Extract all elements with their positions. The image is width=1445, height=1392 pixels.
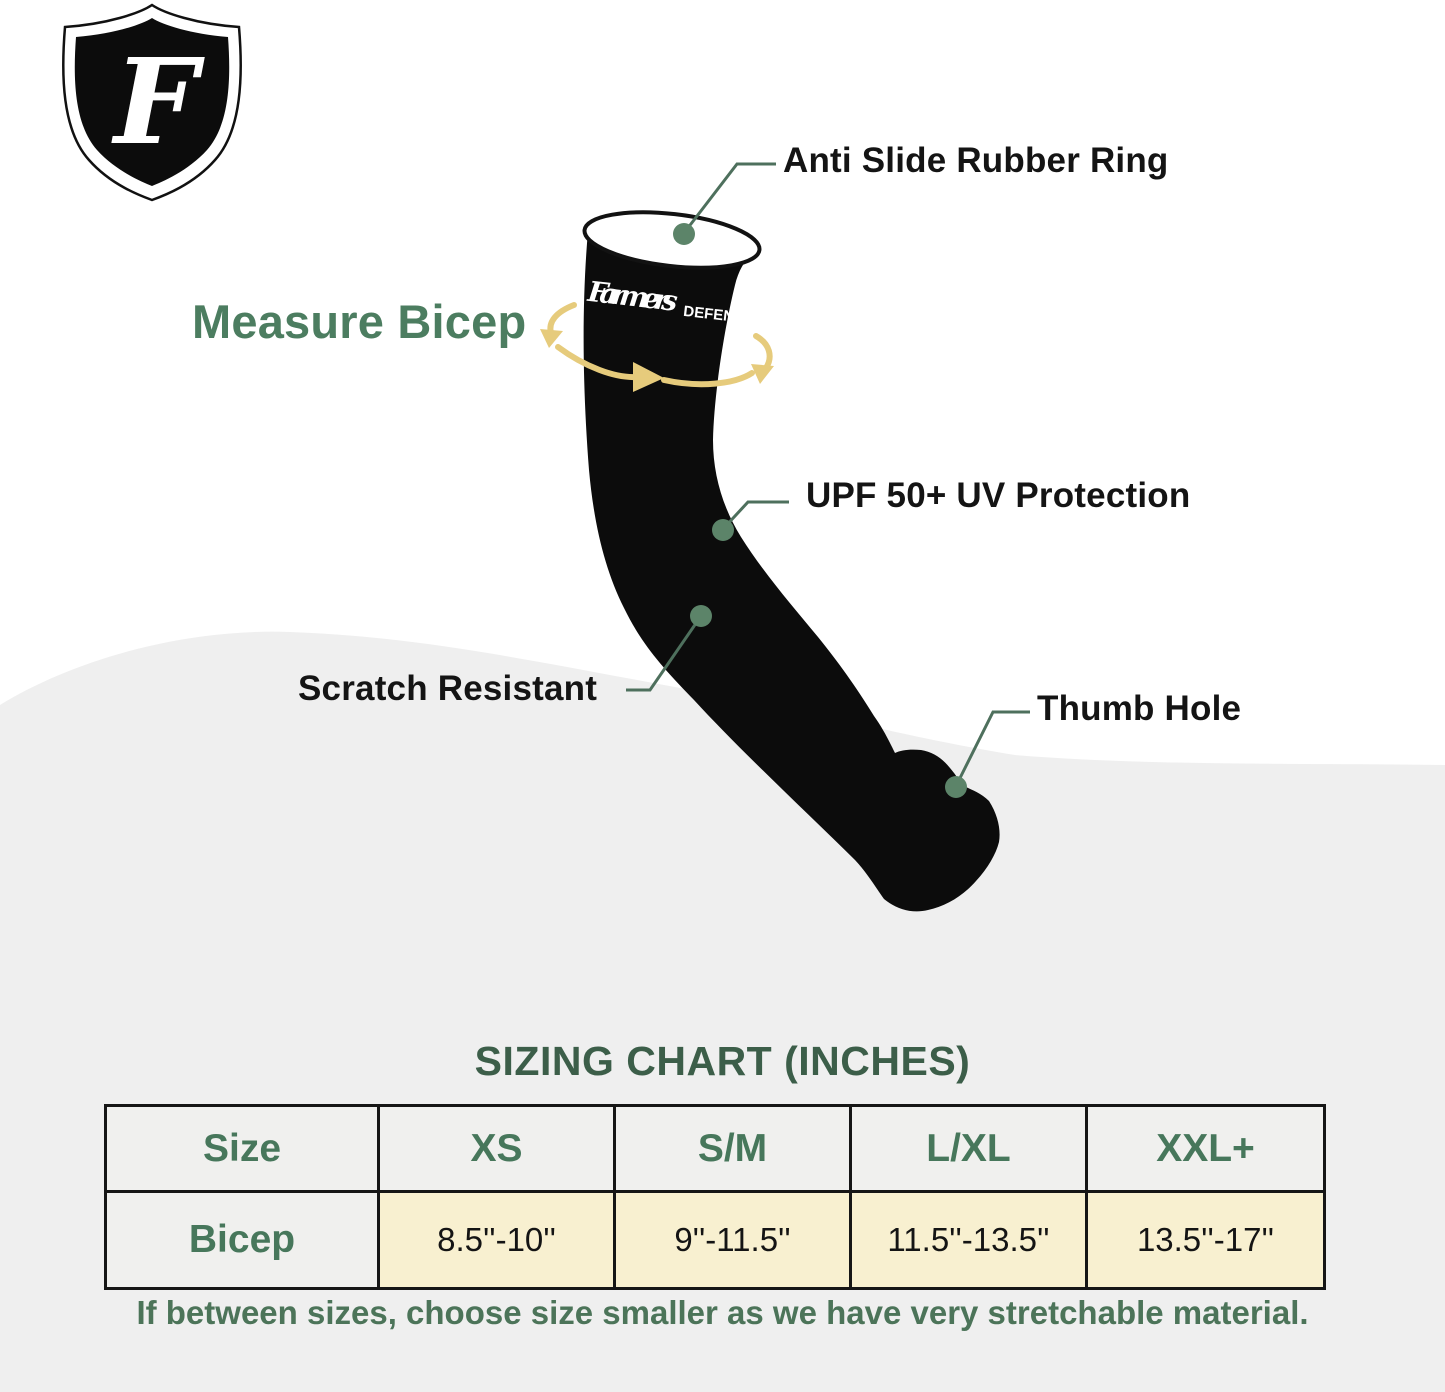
shield-body xyxy=(74,18,230,186)
label-measure-bicep: Measure Bicep xyxy=(192,295,527,348)
column-header-xs: XS xyxy=(377,1104,616,1193)
callout-line-scratch xyxy=(626,615,703,692)
row-label-bicep: Bicep xyxy=(104,1190,380,1290)
bicep-value-sm: 9''-11.5'' xyxy=(613,1190,852,1290)
callout-line-anti-slide xyxy=(682,162,776,234)
bicep-value-xs: 8.5''-10'' xyxy=(377,1190,616,1290)
column-header-lxl: L/XL xyxy=(849,1104,1088,1193)
bicep-value-xxl: 13.5''-17'' xyxy=(1085,1190,1326,1290)
callout-lines xyxy=(626,162,1030,787)
arm-sleeve-graphic xyxy=(583,231,1000,912)
callout-dot-scratch xyxy=(690,605,712,627)
bicep-value-lxl: 11.5''-13.5'' xyxy=(849,1190,1088,1290)
sizing-table-header-row: Size XS S/M L/XL XXL+ xyxy=(104,1104,1326,1193)
callout-dot-thumb xyxy=(945,776,967,798)
measure-arrow-icon xyxy=(540,302,774,392)
callout-dots xyxy=(673,223,967,798)
sizing-note: If between sizes, choose size smaller as… xyxy=(136,1294,1309,1331)
label-scratch-resistant: Scratch Resistant xyxy=(298,669,598,708)
callout-dot-anti-slide xyxy=(673,223,695,245)
callout-line-thumb xyxy=(954,710,1030,787)
sizing-chart-title: SIZING CHART (INCHES) xyxy=(474,1038,971,1084)
label-thumb-hole: Thumb Hole xyxy=(1037,689,1242,728)
sleeve-opening xyxy=(582,210,762,270)
column-header-xxl: XXL+ xyxy=(1085,1104,1326,1193)
column-header-size: Size xyxy=(104,1104,380,1193)
label-upf-protection: UPF 50+ UV Protection xyxy=(806,476,1191,515)
sizing-table-bicep-row: Bicep 8.5''-10'' 9''-11.5'' 11.5''-13.5'… xyxy=(104,1190,1326,1290)
callout-line-upf xyxy=(721,500,789,531)
column-header-sm: S/M xyxy=(613,1104,852,1193)
logo-letter: F xyxy=(111,32,205,171)
callout-dot-upf xyxy=(712,519,734,541)
brand-shield-logo-icon: F xyxy=(62,3,242,202)
sizing-table: Size XS S/M L/XL XXL+ Bicep 8.5''-10'' 9… xyxy=(104,1104,1326,1290)
label-anti-slide-rubber-ring: Anti Slide Rubber Ring xyxy=(783,141,1169,180)
